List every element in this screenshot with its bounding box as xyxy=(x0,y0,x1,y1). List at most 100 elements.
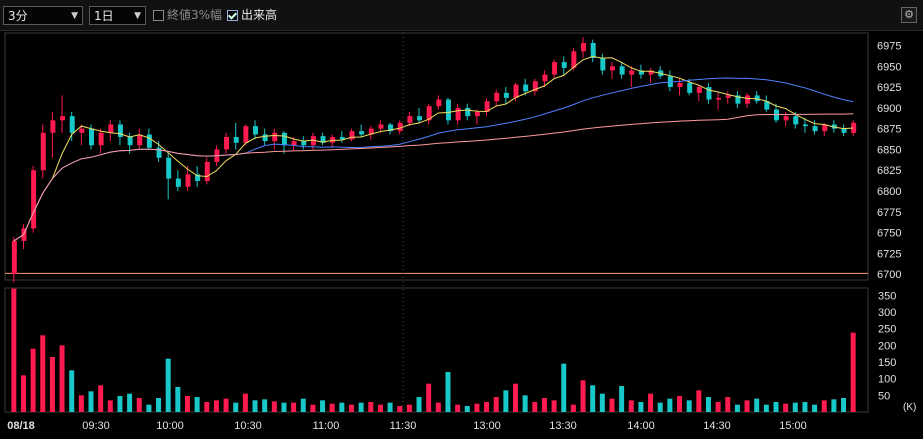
volume-bar xyxy=(551,400,557,412)
ma-long-line xyxy=(13,113,854,242)
volume-bar xyxy=(599,393,605,412)
volume-bar xyxy=(98,385,104,412)
candle-body xyxy=(108,124,114,133)
candle-body xyxy=(841,128,847,133)
time-tick-label: 14:30 xyxy=(703,420,731,432)
checkbox-checked-icon xyxy=(227,10,238,21)
candle-body xyxy=(436,99,442,107)
volume-bar xyxy=(648,393,654,412)
candle-body xyxy=(494,92,500,102)
volume-bar xyxy=(609,398,615,412)
candle-body xyxy=(243,126,249,143)
time-tick-label: 09:30 xyxy=(82,420,110,432)
volume-bar xyxy=(812,404,818,412)
price-tick-label: 6975 xyxy=(877,40,901,52)
volume-tick-label: 200 xyxy=(878,340,896,352)
chart-toolbar: 3分 ▼ 1日 ▼ 終値3%幅 出来高 ⚙ xyxy=(0,0,923,31)
candle-body xyxy=(98,132,104,146)
volume-bar xyxy=(165,358,171,412)
price-tick-label: 6800 xyxy=(877,186,901,198)
volume-bar xyxy=(773,402,779,412)
volume-bar xyxy=(657,402,663,412)
price-tick-label: 6825 xyxy=(877,165,901,177)
volume-tick-label: 350 xyxy=(878,290,896,302)
volume-bar xyxy=(705,397,711,412)
candle-body xyxy=(629,70,635,75)
gear-icon[interactable]: ⚙ xyxy=(901,7,917,23)
candle-body xyxy=(146,134,152,148)
candle-body xyxy=(417,116,423,121)
interval-select[interactable]: 3分 ▼ xyxy=(3,6,83,25)
volume-bar xyxy=(127,393,133,412)
candle-body xyxy=(503,92,509,98)
candle-body xyxy=(291,141,297,146)
candle-body xyxy=(523,84,529,92)
volume-label: 出来高 xyxy=(241,8,278,22)
volume-unit-label: (K) xyxy=(903,402,916,413)
volume-bar xyxy=(300,398,306,412)
volume-bar xyxy=(136,398,142,412)
volume-tick-label: 300 xyxy=(878,307,896,319)
time-tick-label: 10:30 xyxy=(234,420,262,432)
volume-bar xyxy=(792,402,798,412)
candle-body xyxy=(60,116,66,121)
candle-body xyxy=(793,116,799,125)
volume-checkbox[interactable]: 出来高 xyxy=(227,8,277,24)
volume-bar xyxy=(252,400,258,412)
candle-body xyxy=(542,74,548,82)
time-tick-label: 08/18 xyxy=(7,420,35,432)
candle-body xyxy=(397,122,403,132)
volume-bar xyxy=(406,404,412,412)
volume-bar xyxy=(677,396,683,412)
candle-body xyxy=(301,141,307,146)
candle-body xyxy=(474,112,480,117)
candle-body xyxy=(445,99,451,121)
candle-body xyxy=(561,62,567,68)
candle-body xyxy=(117,124,123,137)
period-select[interactable]: 1日 ▼ xyxy=(89,6,146,25)
price-tick-label: 6850 xyxy=(877,144,901,156)
volume-bar xyxy=(503,390,509,412)
price-tick-label: 6925 xyxy=(877,82,901,94)
candle-body xyxy=(89,128,95,146)
price-tick-label: 6750 xyxy=(877,228,901,240)
volume-bar xyxy=(754,398,760,412)
chevron-down-icon: ▼ xyxy=(134,11,141,21)
volume-bar xyxy=(445,372,451,412)
volume-bar xyxy=(570,404,576,412)
candle-body xyxy=(407,116,413,123)
volume-bar xyxy=(580,380,586,412)
candle-body xyxy=(735,95,741,104)
volume-bar xyxy=(146,404,152,412)
volume-bar xyxy=(156,398,162,412)
candle-body xyxy=(349,131,355,140)
candle-body xyxy=(388,124,394,132)
volume-bar xyxy=(686,400,692,412)
price-tick-label: 6950 xyxy=(877,61,901,73)
time-tick-label: 11:30 xyxy=(390,420,417,432)
volume-bar xyxy=(783,403,789,412)
prev-close-checkbox[interactable]: 終値3%幅 xyxy=(153,8,222,24)
volume-bar xyxy=(416,397,422,412)
volume-tick-label: 50 xyxy=(878,390,890,402)
volume-bar xyxy=(455,404,461,412)
candle-body xyxy=(320,136,326,143)
volume-bar xyxy=(30,348,36,412)
candle-body xyxy=(484,101,490,113)
candle-body xyxy=(822,124,828,132)
volume-bar xyxy=(69,370,75,412)
candle-body xyxy=(513,84,519,98)
volume-bar xyxy=(242,393,248,412)
candle-body xyxy=(696,87,702,93)
volume-bar xyxy=(320,400,326,412)
volume-bar xyxy=(175,387,181,412)
candle-body xyxy=(175,178,181,187)
volume-bar xyxy=(397,406,403,412)
candle-body xyxy=(69,116,75,133)
candle-body xyxy=(204,161,210,182)
volume-tick-label: 100 xyxy=(878,374,896,386)
candle-body xyxy=(233,136,239,143)
candle-body xyxy=(552,62,558,75)
candle-body xyxy=(31,170,37,229)
candle-body xyxy=(253,126,259,135)
